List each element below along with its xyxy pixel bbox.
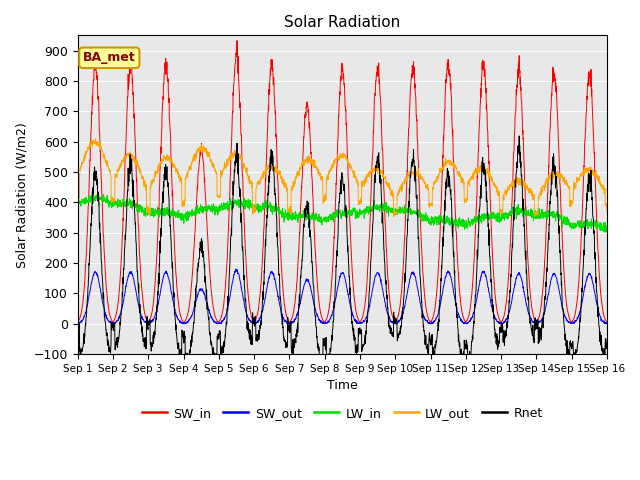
SW_out — [603, 321, 611, 326]
Rnet — [515, 133, 523, 139]
Rnet — [557, 257, 564, 263]
LW_out — [92, 136, 99, 142]
SW_in — [74, 321, 81, 326]
Rnet — [358, 327, 365, 333]
LW_out — [572, 180, 579, 186]
LW_in — [100, 192, 108, 197]
Line: SW_in: SW_in — [77, 41, 607, 324]
LW_out — [390, 214, 397, 219]
LW_out — [369, 166, 377, 171]
LW_out — [358, 198, 365, 204]
LW_in — [369, 203, 377, 209]
LW_out — [221, 161, 229, 167]
LW_in — [358, 208, 365, 214]
LW_in — [74, 202, 81, 208]
Line: SW_out: SW_out — [77, 269, 607, 324]
Rnet — [496, 324, 504, 330]
Text: BA_met: BA_met — [83, 51, 136, 64]
SW_in — [369, 144, 377, 150]
LW_out — [557, 173, 564, 179]
Rnet — [603, 336, 611, 342]
SW_in — [221, 285, 229, 291]
Rnet — [369, 220, 377, 226]
LW_in — [557, 214, 564, 219]
LW_out — [497, 206, 504, 212]
SW_out — [369, 284, 377, 289]
SW_out — [233, 266, 241, 272]
LW_in — [603, 223, 611, 228]
SW_in — [358, 317, 365, 323]
Rnet — [221, 332, 229, 337]
LW_in — [496, 217, 504, 223]
SW_in — [572, 311, 579, 317]
SW_out — [221, 314, 229, 320]
SW_out — [572, 319, 579, 324]
LW_out — [74, 194, 81, 200]
Rnet — [570, 366, 578, 372]
LW_in — [603, 229, 611, 235]
LW_in — [572, 221, 579, 227]
Rnet — [572, 358, 579, 363]
Rnet — [74, 330, 81, 336]
SW_out — [358, 319, 365, 325]
SW_in — [233, 38, 241, 44]
X-axis label: Time: Time — [327, 379, 358, 392]
SW_out — [74, 321, 81, 326]
SW_in — [557, 188, 564, 194]
Line: LW_in: LW_in — [77, 194, 607, 232]
Line: Rnet: Rnet — [77, 136, 607, 369]
Legend: SW_in, SW_out, LW_in, LW_out, Rnet: SW_in, SW_out, LW_in, LW_out, Rnet — [137, 402, 548, 425]
Y-axis label: Solar Radiation (W/m2): Solar Radiation (W/m2) — [15, 122, 28, 267]
LW_out — [603, 208, 611, 214]
SW_out — [496, 320, 504, 325]
Line: LW_out: LW_out — [77, 139, 607, 216]
SW_in — [496, 318, 504, 324]
Title: Solar Radiation: Solar Radiation — [284, 15, 401, 30]
SW_in — [603, 321, 611, 326]
SW_out — [557, 295, 564, 300]
LW_in — [221, 205, 229, 211]
